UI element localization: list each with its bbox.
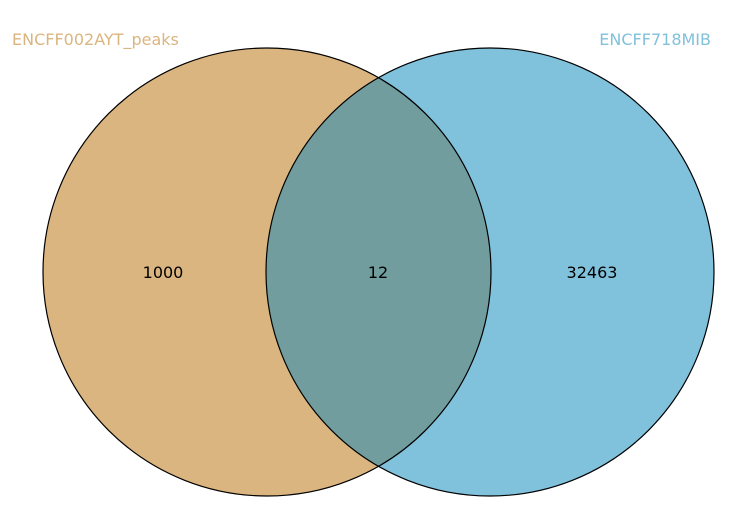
count-intersection: 12 [368, 263, 388, 282]
set-label-right: ENCFF718MIB [599, 30, 711, 49]
count-left-only: 1000 [143, 263, 184, 282]
set-outline-left [42, 47, 492, 497]
set-label-left: ENCFF002AYT_peaks [12, 30, 179, 50]
intersection-region [266, 48, 491, 496]
set-outline-right [265, 47, 715, 497]
count-right-only: 32463 [567, 263, 618, 282]
